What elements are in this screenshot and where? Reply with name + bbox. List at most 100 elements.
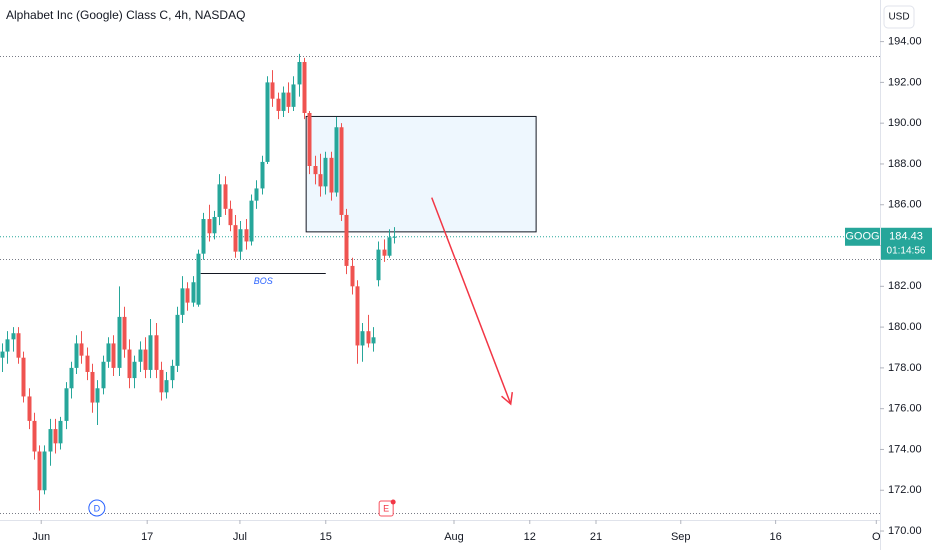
- candle-body: [37, 451, 42, 491]
- candle-body: [16, 333, 21, 358]
- candle-body: [138, 349, 143, 362]
- candle-body: [313, 165, 318, 175]
- event-label: D: [94, 503, 101, 513]
- candle-body: [249, 200, 254, 242]
- candle-body: [175, 314, 180, 366]
- candle-body: [286, 92, 291, 107]
- x-tick-label: 17: [141, 531, 153, 543]
- candle-body: [270, 82, 275, 99]
- candle-body: [323, 157, 328, 187]
- candle-body: [95, 388, 100, 403]
- candle-body: [5, 339, 10, 352]
- candle-body: [185, 288, 190, 303]
- x-tick-label: Sep: [671, 531, 691, 543]
- candle-body: [11, 333, 16, 340]
- candle-body: [117, 316, 122, 368]
- currency: USD: [888, 12, 909, 23]
- event-label: E: [383, 503, 389, 513]
- candle-body: [212, 216, 217, 234]
- candle-body: [143, 349, 148, 370]
- candle-body: [307, 112, 312, 166]
- candle-body: [244, 229, 249, 242]
- candle-body: [276, 98, 281, 111]
- candle-body: [366, 331, 371, 344]
- candle-body: [48, 429, 53, 452]
- x-tick-label: Jun: [32, 531, 50, 543]
- candle-body: [297, 61, 302, 85]
- candle-body: [238, 229, 243, 252]
- candle-body: [217, 184, 222, 217]
- symbol-tag: [845, 227, 880, 246]
- candle-body: [21, 357, 26, 397]
- candle-body: [382, 249, 387, 256]
- candle-body: [387, 237, 392, 256]
- countdown: 01:14:56: [887, 245, 926, 256]
- candle-body: [180, 288, 185, 315]
- candle-body: [74, 343, 79, 368]
- x-tick-label: 12: [524, 531, 536, 543]
- candle-body: [0, 351, 5, 358]
- y-tick-label: 172.00: [888, 484, 922, 496]
- arrow-head: [501, 391, 514, 406]
- y-tick-label: 176.00: [888, 403, 922, 415]
- candle-body: [106, 343, 111, 362]
- candle-body: [170, 365, 175, 381]
- x-tick-label: O: [872, 531, 881, 543]
- zone-box: [305, 115, 537, 233]
- candle-body: [318, 174, 323, 187]
- candle-body: [344, 214, 349, 266]
- candle-body: [154, 335, 159, 370]
- candle-body: [360, 331, 365, 346]
- candle-body: [265, 82, 270, 162]
- bos-label: BOS: [254, 276, 273, 286]
- candle-body: [58, 420, 63, 444]
- candle-body: [339, 127, 344, 215]
- candle-body: [111, 343, 116, 368]
- candle-body: [69, 367, 74, 389]
- candle-body: [79, 343, 84, 356]
- candle-body: [148, 335, 153, 370]
- candle-body: [291, 84, 296, 107]
- candle-body: [228, 208, 233, 226]
- candle-body: [159, 369, 164, 393]
- event-earnings: [378, 500, 394, 517]
- candle-body: [132, 361, 137, 379]
- candle-body: [329, 157, 334, 193]
- y-tick-label: 180.00: [888, 321, 922, 333]
- candle-body: [223, 184, 228, 209]
- candle-body: [196, 253, 201, 305]
- x-tick-label: 16: [769, 531, 781, 543]
- candle-body: [281, 92, 286, 111]
- candle-body: [101, 361, 106, 389]
- x-tick-label: 15: [320, 531, 332, 543]
- candle-body: [27, 396, 32, 421]
- candle-body: [355, 286, 360, 346]
- x-tick-label: Jul: [233, 531, 247, 543]
- x-tick-label: 21: [590, 531, 602, 543]
- chart-title: Alphabet Inc (Google) Class C, 4h, NASDA…: [6, 8, 245, 22]
- y-tick-label: 170.00: [888, 525, 922, 537]
- y-tick-label: 178.00: [888, 362, 922, 374]
- candle-body: [85, 355, 90, 372]
- candle-body: [164, 380, 169, 393]
- y-tick-label: 186.00: [888, 199, 922, 211]
- candle-body: [90, 371, 95, 403]
- event-dividend: [88, 499, 106, 517]
- candle-body: [207, 219, 212, 234]
- candle-body: [201, 219, 206, 254]
- candle-body: [42, 451, 47, 491]
- price-tag: [881, 227, 932, 260]
- y-tick-label: 190.00: [888, 117, 922, 129]
- candle-body: [371, 337, 376, 344]
- currency-button[interactable]: [883, 5, 915, 29]
- candle-body: [260, 161, 265, 189]
- y-tick-label: 182.00: [888, 280, 922, 292]
- candle-body: [334, 127, 339, 193]
- event-dot: [390, 499, 396, 505]
- candle-body: [64, 388, 69, 421]
- candle-body: [350, 265, 355, 287]
- symbol-label: GOOG: [845, 231, 879, 243]
- candle-body: [122, 316, 127, 350]
